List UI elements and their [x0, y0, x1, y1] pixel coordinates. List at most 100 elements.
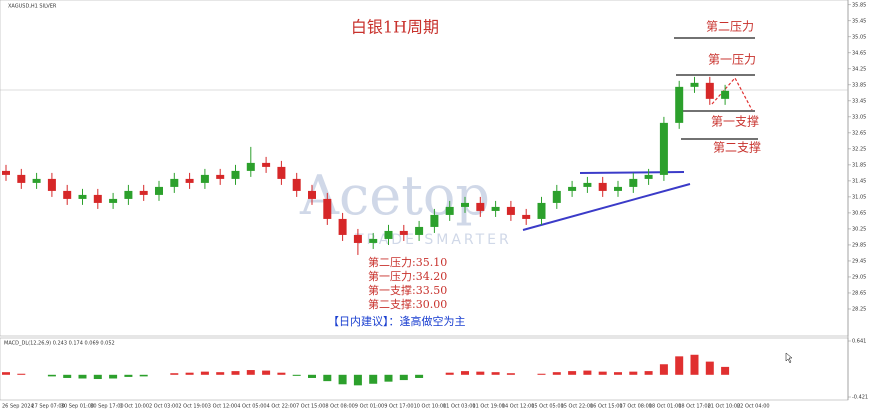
x-tick-label: 26 Sep 2024 [2, 404, 34, 410]
x-tick-label: 27 Sep 07:00 [31, 404, 64, 410]
x-tick-label: 16 Oct 15:00 [590, 404, 623, 410]
level-label: 第一压力 [708, 53, 756, 67]
y-tick-label: 32.65 [852, 130, 866, 136]
note: 第二压力:35.10 [368, 255, 447, 269]
level-label: 第二支撑 [713, 140, 761, 155]
macd-bar [277, 372, 286, 375]
x-tick-label: 9 Oct 17:00 [384, 404, 413, 410]
note: 第二支撑:30.00 [368, 297, 447, 311]
candle-body [93, 194, 102, 203]
x-tick-label: 10 Oct 10:00 [414, 404, 447, 410]
chart-title: 白银1H周期 [351, 18, 439, 37]
candle-body [415, 226, 424, 235]
y-tick-label: 31.05 [852, 194, 866, 200]
x-tick-label: 22 Oct 04:00 [737, 404, 770, 410]
macd-bar [216, 372, 225, 375]
macd-bar [506, 373, 515, 375]
x-tick-label: 4 Oct 22:00 [267, 404, 296, 410]
candle-body [338, 218, 347, 235]
candle-body [231, 170, 240, 179]
macd-bar [78, 374, 87, 379]
macd-bar [568, 371, 577, 375]
candle-body [690, 82, 699, 87]
candle-body [124, 190, 133, 199]
macd-bar [415, 374, 424, 378]
macd-bar [292, 374, 301, 376]
macd-bar [721, 366, 730, 375]
candle-body [491, 206, 500, 211]
x-tick-label: 30 Sep 01:00 [61, 404, 94, 410]
candle-body [78, 194, 87, 199]
x-tick-label: 17 Oct 08:00 [619, 404, 652, 410]
candle-body [705, 82, 714, 99]
y-tick-label: 30.65 [852, 210, 866, 216]
candle-body [445, 206, 454, 215]
levels [674, 37, 758, 140]
level-labels: 第二压力 第一压力 第一支撑 第二支撑 [706, 20, 761, 155]
trendline [579, 171, 685, 174]
y-tick-label: 34.25 [852, 66, 866, 72]
candle-body [47, 178, 56, 191]
candle-body [277, 166, 286, 179]
y-tick-label: 30.25 [852, 226, 866, 232]
y-tick-label: 28.65 [852, 290, 866, 296]
macd-bar [384, 374, 393, 382]
candle-body [629, 178, 638, 187]
candle-body [32, 178, 41, 183]
candle-body [598, 182, 607, 191]
note: 第一支撑:33.50 [368, 283, 447, 297]
candle-body [506, 206, 515, 215]
macd-bar [17, 373, 26, 375]
y-tick-label: 29.45 [852, 258, 866, 264]
macd-bar [461, 371, 469, 375]
x-tick-label: 30 Sep 17:00 [90, 404, 123, 410]
macd-bar [338, 374, 347, 385]
y-tick-label: 32.25 [852, 146, 866, 152]
y-tick-label: 28.25 [852, 306, 866, 312]
y-tick-label: 35.05 [852, 34, 866, 40]
y-tick-label: 29.05 [852, 274, 866, 280]
macd-bar [690, 354, 699, 375]
candle-body [292, 178, 301, 191]
macd-bar [537, 373, 546, 375]
macd-bar [109, 374, 118, 379]
macd-bar [399, 374, 408, 381]
candle-body [170, 178, 179, 187]
macd-bar [200, 371, 209, 375]
candle-body [522, 214, 531, 219]
macd-bar [323, 374, 332, 382]
x-tick-label: 15 Oct 05:00 [531, 404, 564, 410]
candle-body [308, 190, 316, 199]
level-label: 第一支撑 [711, 114, 759, 129]
macd-bar [629, 371, 638, 375]
macd-bar [659, 364, 668, 375]
main-panel [0, 0, 849, 337]
candle-body [185, 178, 194, 183]
candle-body [155, 186, 163, 195]
candle-body [200, 174, 209, 183]
macd-label: MACD_DL(12,26,9) 0.243 0.174 0.069 0.052 [4, 341, 115, 347]
x-tick-label: 11 Oct 19:00 [472, 404, 505, 410]
candle-body [323, 198, 332, 219]
advice: 【日内建议】：逢高做空为主 [328, 314, 466, 328]
candle-body [353, 234, 362, 243]
candle-body [399, 230, 408, 235]
candle-body [552, 190, 561, 203]
header: XAGUSD,H1 SILVER [8, 4, 57, 10]
macd-bar [369, 374, 378, 384]
macd-bar [246, 370, 255, 375]
macd-bar [614, 372, 622, 375]
macd-bar [93, 374, 102, 380]
candle-body [644, 174, 653, 179]
forecast-arrow [711, 76, 753, 111]
macd-bar [231, 371, 240, 375]
candle-body [476, 202, 485, 211]
candle-body [568, 186, 577, 191]
x-tick-label: 18 Oct 01:00 [649, 404, 682, 410]
level-label: 第二压力 [706, 20, 754, 34]
x-tick-label: 9 Oct 01:00 [355, 404, 384, 410]
candle-body [139, 190, 148, 195]
macd-bar [445, 372, 454, 375]
